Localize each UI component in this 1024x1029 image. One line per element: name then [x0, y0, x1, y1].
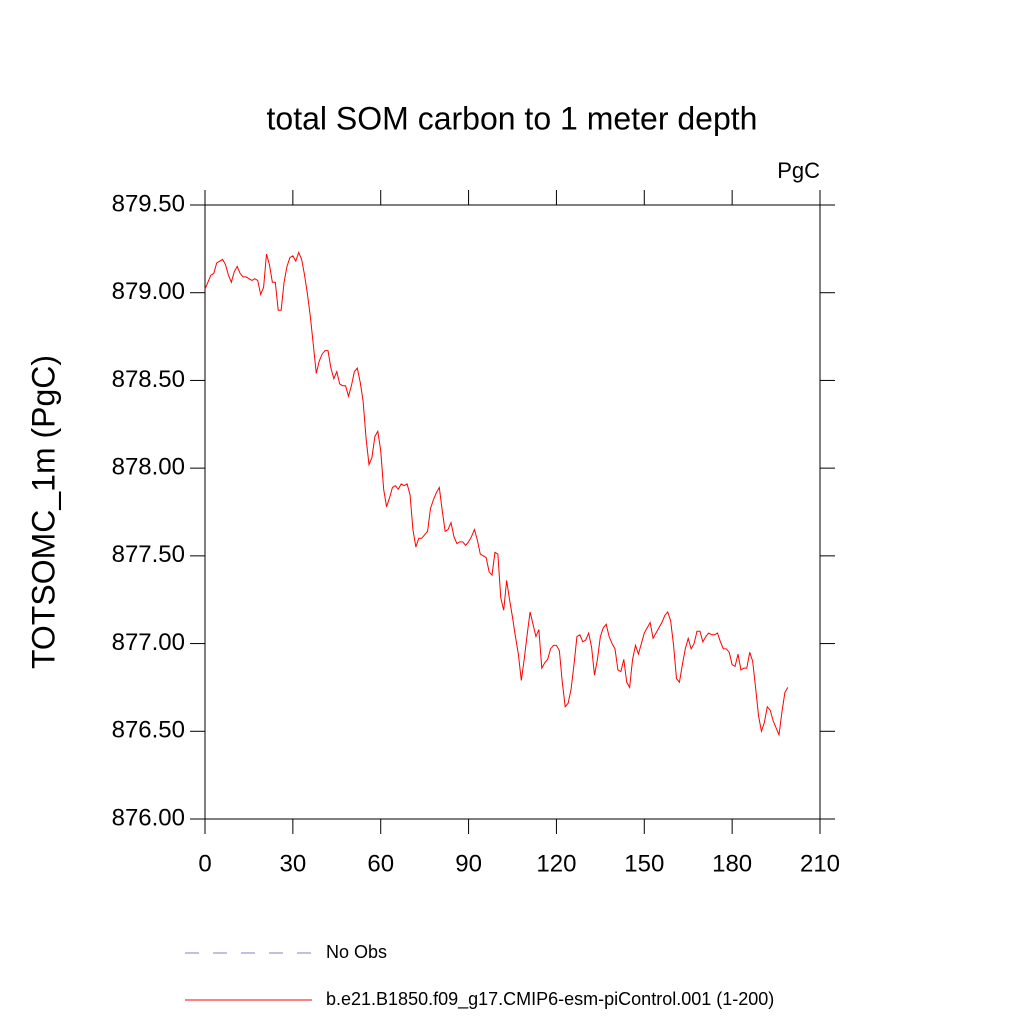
units-label: PgC [777, 158, 820, 183]
y-axis-label: TOTSOMC_1m (PgC) [25, 355, 61, 669]
chart-title: total SOM carbon to 1 meter depth [267, 100, 758, 136]
y-tick-label: 879.00 [112, 278, 185, 305]
legend-label: No Obs [326, 942, 387, 962]
y-tick-label: 879.50 [112, 190, 185, 217]
x-tick-label: 90 [455, 850, 482, 877]
x-tick-label: 120 [536, 850, 576, 877]
y-tick-label: 877.00 [112, 629, 185, 656]
y-tick-label: 877.50 [112, 541, 185, 568]
y-tick-label: 876.00 [112, 804, 185, 831]
data-line [204, 250, 789, 737]
x-tick-label: 180 [712, 850, 752, 877]
x-tick-label: 210 [800, 850, 840, 877]
legend-label: b.e21.B1850.f09_g17.CMIP6-esm-piControl.… [326, 989, 774, 1010]
x-tick-label: 30 [280, 850, 307, 877]
x-tick-label: 60 [367, 850, 394, 877]
y-tick-label: 876.50 [112, 717, 185, 744]
plot-frame [204, 204, 821, 820]
x-tick-label: 0 [198, 850, 211, 877]
y-tick-label: 878.00 [112, 453, 185, 480]
x-tick-label: 150 [624, 850, 664, 877]
y-tick-label: 878.50 [112, 366, 185, 393]
